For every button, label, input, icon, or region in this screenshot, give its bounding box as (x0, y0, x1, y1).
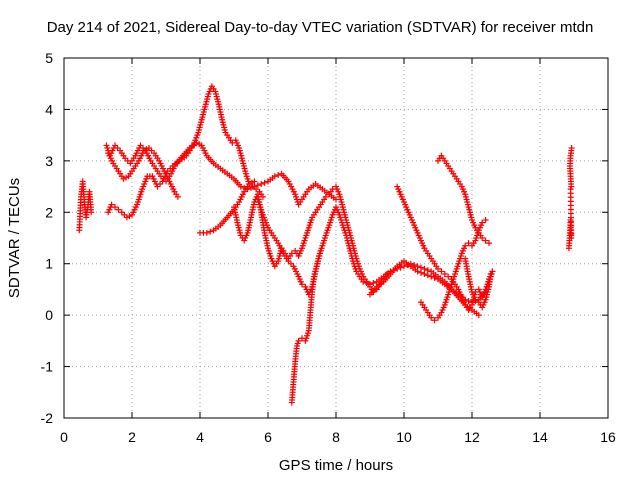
data-point (370, 280, 377, 286)
data-points (76, 83, 575, 406)
data-point (397, 264, 404, 271)
data-point (462, 242, 469, 249)
data-point (207, 228, 214, 235)
data-point (486, 240, 492, 247)
data-point (431, 317, 438, 324)
x-tick-label: 8 (332, 429, 340, 445)
data-point (258, 181, 265, 187)
data-point (441, 271, 448, 277)
data-point (414, 268, 421, 275)
data-point (475, 312, 482, 319)
data-point (482, 217, 489, 223)
y-tick-label: 4 (45, 101, 53, 117)
y-tick-label: 5 (45, 50, 53, 66)
y-tick-label: -2 (41, 410, 54, 426)
plot-frame (63, 57, 609, 419)
y-tick-labels: -2 -1 0 1 2 3 4 5 (41, 50, 54, 426)
data-point (115, 206, 122, 213)
x-tick-label: 0 (60, 429, 68, 445)
data-point (108, 201, 115, 208)
x-tick-label: 6 (264, 429, 272, 445)
data-point (438, 268, 445, 275)
data-point (431, 274, 438, 281)
data-point (288, 250, 295, 257)
data-point (401, 263, 407, 270)
data-point (482, 237, 489, 244)
data-point (487, 271, 494, 277)
data-point (174, 193, 181, 200)
data-point (465, 240, 472, 247)
y-tick-label: 1 (45, 256, 53, 272)
data-point (251, 178, 258, 185)
data-point (275, 172, 282, 178)
data-point (299, 281, 305, 288)
x-tick-label: 14 (532, 429, 548, 445)
data-point (322, 193, 329, 200)
data-point (203, 229, 210, 236)
x-tick-label: 10 (396, 429, 412, 445)
data-point (445, 273, 452, 280)
data-point (253, 186, 260, 193)
grid-lines (64, 58, 608, 418)
axis-ticks (63, 57, 609, 419)
chart-title: Day 214 of 2021, Sidereal Day-to-day VTE… (47, 19, 594, 36)
data-point (472, 296, 479, 303)
data-point (88, 209, 95, 216)
data-point (428, 273, 435, 280)
data-point (418, 264, 424, 271)
data-point (295, 337, 302, 344)
data-point (249, 183, 256, 190)
data-point (418, 269, 424, 276)
x-tick-label: 4 (196, 429, 204, 445)
data-point (237, 183, 244, 190)
data-point (271, 173, 278, 180)
y-tick-label: 3 (45, 153, 53, 169)
data-point (568, 145, 575, 151)
data-point (479, 219, 486, 226)
y-tick-label: 2 (45, 204, 53, 220)
data-point (254, 182, 261, 189)
data-point (428, 314, 435, 321)
x-tick-label: 2 (128, 429, 136, 445)
data-point (261, 179, 268, 186)
data-point (424, 267, 431, 274)
data-point (435, 265, 441, 272)
x-tick-label: 12 (464, 429, 480, 445)
data-point (465, 298, 472, 304)
data-point (360, 278, 367, 285)
x-tick-label: 16 (600, 429, 616, 445)
data-point (367, 281, 373, 288)
data-point (112, 204, 118, 211)
x-tick-labels: 0 2 4 6 8 10 12 14 16 (60, 429, 616, 445)
y-axis-label: SDTVAR / TECUs (6, 178, 23, 298)
data-point (421, 271, 428, 277)
data-point (424, 272, 431, 279)
data-point (421, 265, 428, 272)
x-axis-label: GPS time / hours (279, 457, 393, 474)
data-point (414, 263, 421, 270)
y-tick-label: -1 (41, 359, 54, 375)
data-point (411, 262, 418, 268)
y-tick-label: 0 (45, 307, 53, 323)
data-point (363, 280, 370, 286)
data-point (317, 247, 324, 254)
data-point (479, 235, 486, 241)
